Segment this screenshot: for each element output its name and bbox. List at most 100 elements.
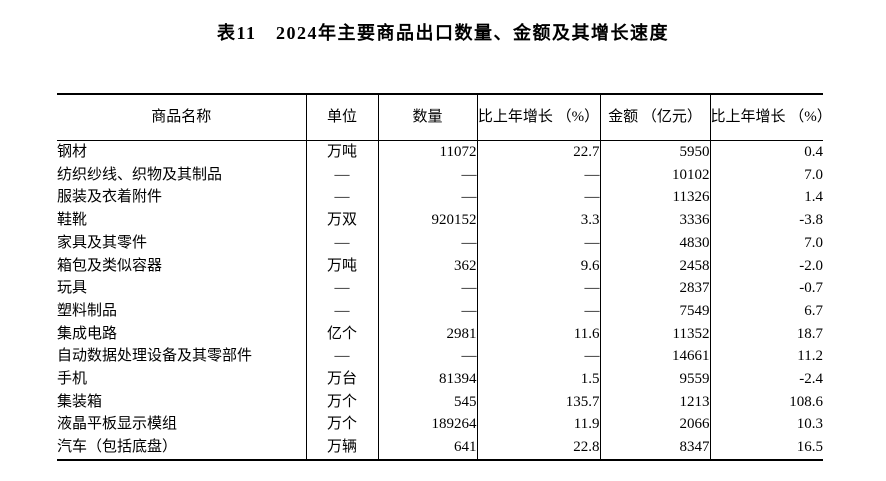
cell-quantity-growth: 11.6 <box>477 322 601 346</box>
cell-quantity-growth: — <box>477 186 601 210</box>
cell-quantity-growth: 1.5 <box>477 368 601 391</box>
cell-amount-growth: -2.0 <box>799 257 823 274</box>
col-header-amount: 金额 （亿元） <box>600 94 711 141</box>
cell-quantity-growth: — <box>477 163 601 187</box>
cell-unit: — <box>306 299 379 323</box>
cell-commodity-name: 塑料制品 <box>57 299 307 323</box>
table-row: 集装箱 万个 545 135.7 1213 108.6 <box>57 390 823 414</box>
cell-amount: 11352 <box>600 322 711 346</box>
cell-quantity-growth: 9.6 <box>477 254 601 278</box>
cell-quantity: 641 <box>378 436 478 460</box>
cell-quantity: — <box>378 345 478 369</box>
cell-quantity-growth: — <box>477 299 601 323</box>
table-row: 自动数据处理设备及其零部件 — — —14661 11.2 <box>57 345 823 369</box>
cell-commodity-name: 液晶平板显示模组 <box>57 413 307 437</box>
cell-quantity: 2981 <box>378 322 478 346</box>
table-row: 钢材 万吨 11072 22.7 5950 0.4 <box>57 140 823 164</box>
cell-unit: — <box>306 231 379 255</box>
cell-commodity-name: 服装及衣着附件 <box>57 186 307 210</box>
cell-amount-growth: 18.7 <box>796 325 823 342</box>
cell-commodity-name: 玩具 <box>57 277 307 300</box>
cell-unit: 亿个 <box>306 322 379 346</box>
cell-commodity-name: 集装箱 <box>57 390 307 414</box>
cell-unit: 万吨 <box>306 254 379 278</box>
cell-unit: 万个 <box>306 413 379 437</box>
cell-unit: — <box>306 186 379 210</box>
cell-unit: — <box>306 163 379 187</box>
cell-amount: 2066 <box>600 413 711 437</box>
cell-quantity-growth: 3.3 <box>477 209 601 232</box>
cell-quantity: 11072 <box>378 140 478 164</box>
cell-quantity: 189264 <box>378 413 478 437</box>
cell-amount-growth: 10.3 <box>796 416 823 433</box>
cell-commodity-name: 汽车（包括底盘） <box>57 436 307 460</box>
table-row: 液晶平板显示模组 万个 189264 11.9 2066 10.3 <box>57 413 823 437</box>
cell-quantity: — <box>378 163 478 187</box>
cell-unit: 万辆 <box>306 436 379 460</box>
cell-unit: 万吨 <box>306 140 379 164</box>
cell-amount-growth: 0.4 <box>804 144 823 160</box>
cell-quantity-growth: 135.7 <box>477 390 601 414</box>
cell-quantity-growth: — <box>477 277 601 300</box>
cell-commodity-name: 钢材 <box>57 140 307 164</box>
col-header-quantity-growth: 比上年增长 （%） <box>477 94 601 141</box>
cell-quantity: — <box>378 299 478 323</box>
cell-quantity: 81394 <box>378 368 478 391</box>
cell-amount: 9559 <box>600 368 711 391</box>
table-row: 玩具 — — —2837 -0.7 <box>57 277 823 300</box>
cell-quantity: — <box>378 231 478 255</box>
cell-amount: 10102 <box>600 163 711 187</box>
export-commodities-table: 商品名称 单位 数量 比上年增长 （%） 金额 （亿元） 比上年增长 （%） 钢… <box>57 93 823 461</box>
cell-amount: 2837 <box>600 277 711 300</box>
cell-quantity: 545 <box>378 390 478 414</box>
cell-amount: 11326 <box>600 186 711 210</box>
cell-quantity-growth: 22.7 <box>477 140 601 164</box>
cell-unit: — <box>306 277 379 300</box>
cell-quantity-growth: 11.9 <box>477 413 601 437</box>
cell-amount: 14661 <box>600 345 711 369</box>
table-title: 表11 2024年主要商品出口数量、金额及其增长速度 <box>216 23 669 43</box>
cell-commodity-name: 鞋靴 <box>57 209 307 232</box>
cell-amount-growth: -0.7 <box>799 280 823 297</box>
cell-amount: 5950 <box>600 140 711 164</box>
table-row: 塑料制品 — — —7549 6.7 <box>57 299 823 323</box>
cell-quantity: 362 <box>378 254 478 278</box>
table-row: 集成电路 亿个 2981 11.6 11352 18.7 <box>57 322 823 346</box>
cell-commodity-name: 家具及其零件 <box>57 231 307 255</box>
col-header-commodity-name: 商品名称 <box>57 94 307 141</box>
cell-quantity: — <box>378 277 478 300</box>
cell-amount-growth: 108.6 <box>789 393 823 410</box>
header-row: 商品名称 单位 数量 比上年增长 （%） 金额 （亿元） 比上年增长 （%） <box>57 94 823 141</box>
cell-quantity-growth: 22.8 <box>477 436 601 460</box>
cell-unit: 万双 <box>306 209 379 232</box>
table-row: 鞋靴 万双 920152 3.3 3336 -3.8 <box>57 209 823 232</box>
cell-amount-growth: 7.0 <box>804 166 823 183</box>
table-row: 服装及衣着附件 — — —11326 1.4 <box>57 186 823 210</box>
table-row: 家具及其零件 — — —4830 7.0 <box>57 231 823 255</box>
cell-amount: 3336 <box>600 209 711 232</box>
cell-amount-growth: -2.4 <box>799 371 823 388</box>
table-row: 纺织纱线、织物及其制品 — — —10102 7.0 <box>57 163 823 187</box>
cell-quantity-growth: — <box>477 231 601 255</box>
cell-commodity-name: 箱包及类似容器 <box>57 254 307 278</box>
col-header-quantity: 数量 <box>378 94 478 141</box>
cell-amount: 1213 <box>600 390 711 414</box>
cell-unit: — <box>306 345 379 369</box>
table-row: 汽车（包括底盘） 万辆 641 22.8 8347 16.5 <box>57 436 823 460</box>
cell-amount-growth: 1.4 <box>804 189 823 206</box>
cell-amount-growth: -3.8 <box>799 212 823 229</box>
cell-amount-growth: 6.7 <box>804 302 823 319</box>
cell-unit: 万台 <box>306 368 379 391</box>
cell-quantity: 920152 <box>378 209 478 232</box>
cell-amount: 4830 <box>600 231 711 255</box>
cell-amount-growth: 7.0 <box>804 234 823 251</box>
table-row: 箱包及类似容器 万吨 362 9.6 2458 -2.0 <box>57 254 823 278</box>
cell-amount: 8347 <box>600 436 711 460</box>
cell-amount: 2458 <box>600 254 711 278</box>
cell-amount-growth: 11.2 <box>797 348 823 365</box>
cell-quantity-growth: — <box>477 345 601 369</box>
col-header-unit: 单位 <box>306 94 379 141</box>
cell-unit: 万个 <box>306 390 379 414</box>
cell-amount: 7549 <box>600 299 711 323</box>
